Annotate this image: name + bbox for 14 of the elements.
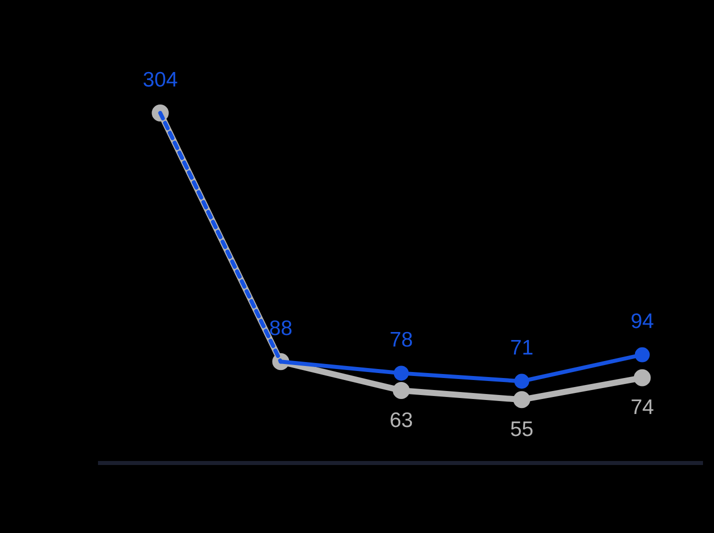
point	[634, 369, 651, 386]
point	[634, 347, 650, 362]
data-label: 63	[390, 408, 413, 432]
data-label: 94	[630, 310, 654, 334]
point	[392, 382, 410, 399]
data-label: 74	[630, 396, 654, 420]
data-label: 304	[142, 68, 178, 92]
data-label: 71	[510, 336, 534, 360]
data-label: 78	[390, 328, 413, 352]
point	[514, 374, 530, 389]
data-label: 88	[269, 316, 292, 340]
data-label: 55	[510, 418, 534, 441]
point	[394, 366, 409, 381]
point	[513, 391, 530, 408]
